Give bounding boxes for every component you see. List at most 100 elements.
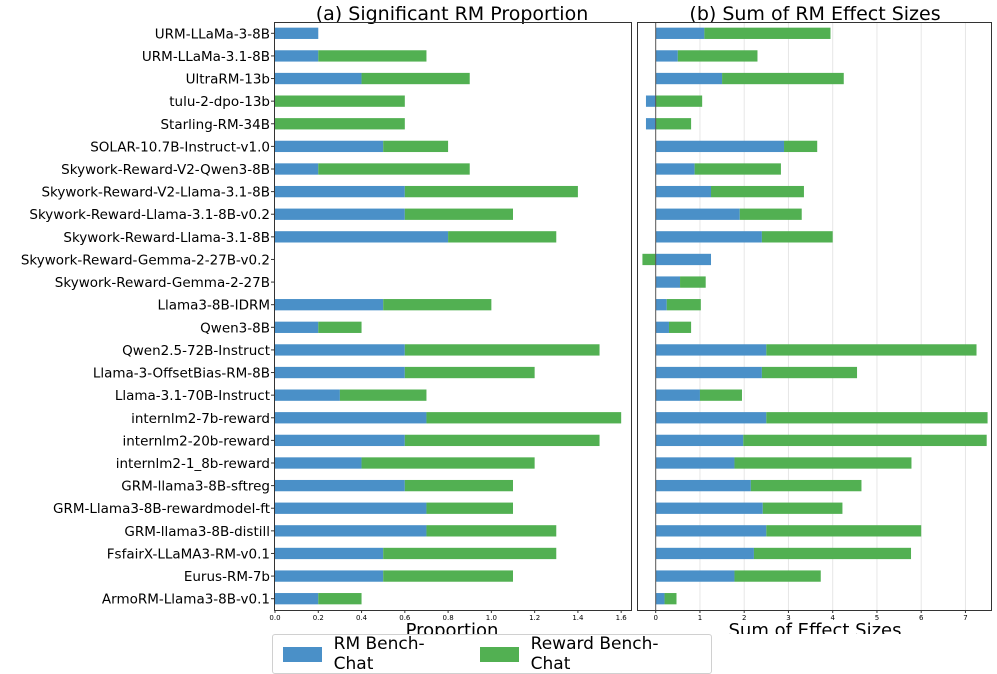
bar-reward-bench-chat <box>404 366 535 379</box>
bar-reward-bench-chat <box>655 118 692 130</box>
bar-reward-bench-chat <box>694 163 781 175</box>
bar-rm-bench-chat <box>655 140 785 153</box>
bar-rm-bench-chat <box>275 163 319 175</box>
bar-rm-bench-chat <box>655 457 735 469</box>
bar-reward-bench-chat <box>404 479 513 492</box>
category-label: SOLAR-10.7B-Instruct-v1.0 <box>90 139 270 155</box>
bar-rm-bench-chat <box>275 570 384 582</box>
bar-reward-bench-chat <box>766 412 988 424</box>
bar-reward-bench-chat <box>761 366 858 379</box>
category-label: Skywork-Reward-Llama-3.1-8B <box>63 230 270 246</box>
category-label: tulu-2-dpo-13b <box>169 94 270 110</box>
bar-rm-bench-chat <box>655 479 751 492</box>
bar-rm-bench-chat <box>655 389 700 401</box>
bar-reward-bench-chat <box>383 547 557 560</box>
bar-rm-bench-chat <box>655 231 762 243</box>
bar-rm-bench-chat <box>655 72 723 85</box>
x-tick-label: 6 <box>919 614 924 622</box>
figure: (a) Significant RM Proportion URM-LLaMa-… <box>21 3 992 634</box>
bar-reward-bench-chat <box>766 344 977 356</box>
category-label: internlm2-1_8b-reward <box>116 456 270 472</box>
bar-rm-bench-chat <box>275 525 427 537</box>
category-label: Starling-RM-34B <box>160 117 270 133</box>
bar-rm-bench-chat <box>655 547 754 560</box>
bar-rm-bench-chat <box>655 208 740 220</box>
bar-reward-bench-chat <box>383 140 449 153</box>
category-label: FsfairX-LLaMA3-RM-v0.1 <box>107 546 270 562</box>
legend-label-reward: Reward Bench-Chat <box>530 634 659 674</box>
bar-rm-bench-chat <box>275 547 384 560</box>
left-x-ticks: 0.0 0.2 0.4 0.6 0.8 1.0 1.2 1.4 1.6 <box>269 610 627 622</box>
legend-swatch-reward <box>479 646 519 662</box>
x-tick-label: 0.0 <box>269 614 280 622</box>
bar-rm-bench-chat <box>655 163 695 175</box>
category-label: Skywork-Reward-Llama-3.1-8B-v0.2 <box>29 207 270 223</box>
category-label: Llama-3-OffsetBias-RM-8B <box>93 366 270 382</box>
category-label: URM-LLaMa-3-8B <box>155 26 270 42</box>
category-label: GRM-Llama3-8B-rewardmodel-ft <box>53 501 270 517</box>
category-label: Qwen2.5-72B-Instruct <box>122 343 270 359</box>
category-label: GRM-llama3-8B-distill <box>124 524 270 540</box>
bar-reward-bench-chat <box>704 27 831 39</box>
bar-reward-bench-chat <box>318 321 362 333</box>
category-label: GRM-llama3-8B-sftreg <box>121 479 270 495</box>
x-tick-label: 1 <box>698 614 702 622</box>
category-label: UltraRM-13b <box>186 72 270 88</box>
bar-rm-bench-chat <box>275 593 319 605</box>
bar-reward-bench-chat <box>318 50 427 62</box>
bar-rm-bench-chat <box>275 366 405 379</box>
bar-rm-bench-chat <box>655 366 762 379</box>
category-labels: URM-LLaMa-3-8B URM-LLaMa-3.1-8B UltraRM-13… <box>21 26 275 608</box>
bar-reward-bench-chat <box>784 140 818 153</box>
bar-rm-bench-chat <box>655 570 735 582</box>
bar-reward-bench-chat <box>426 502 513 514</box>
bar-reward-bench-chat <box>739 208 802 220</box>
bar-reward-bench-chat <box>666 299 701 311</box>
bar-rm-bench-chat <box>275 185 405 198</box>
bar-reward-bench-chat <box>275 118 405 130</box>
x-tick-label: 0.6 <box>399 614 411 622</box>
bar-reward-bench-chat <box>642 253 656 266</box>
x-tick-label: 1.0 <box>486 614 497 622</box>
category-label: Skywork-Reward-V2-Llama-3.1-8B <box>41 185 270 201</box>
bar-rm-bench-chat <box>655 525 767 537</box>
category-label: Skywork-Reward-Gemma-2-27B-v0.2 <box>21 252 270 268</box>
category-label: internlm2-20b-reward <box>122 433 270 449</box>
bar-reward-bench-chat <box>339 389 427 401</box>
bar-reward-bench-chat <box>361 72 470 85</box>
x-tick-label: 2 <box>742 614 746 622</box>
x-tick-label: 1.4 <box>572 614 584 622</box>
bar-reward-bench-chat <box>426 412 622 424</box>
bar-rm-bench-chat <box>655 321 669 333</box>
bar-rm-bench-chat <box>275 412 427 424</box>
x-tick-label: 4 <box>830 614 835 622</box>
bar-rm-bench-chat <box>655 502 763 514</box>
bar-reward-bench-chat <box>668 321 692 333</box>
bar-reward-bench-chat <box>722 72 844 85</box>
bar-rm-bench-chat <box>655 299 667 311</box>
bar-rm-bench-chat <box>275 502 427 514</box>
bar-reward-bench-chat <box>734 570 821 582</box>
bar-rm-bench-chat <box>275 208 405 220</box>
bar-rm-bench-chat <box>275 140 384 153</box>
right-x-ticks: 0 1 2 3 4 5 6 7 <box>653 610 968 622</box>
category-label: internlm2-7b-reward <box>131 411 270 427</box>
category-label: Qwen3-8B <box>200 320 270 336</box>
bar-reward-bench-chat <box>753 547 912 560</box>
left-chart-title: (a) Significant RM Proportion <box>316 3 589 25</box>
category-label: Llama-3.1-70B-Instruct <box>115 388 270 404</box>
panel-sum-of-rm-effect-sizes: (b) Sum of RM Effect Sizes 0 1 2 3 4 5 6 7 Sum … <box>637 3 992 634</box>
right-bars <box>642 22 988 610</box>
category-label: Skywork-Reward-V2-Qwen3-8B <box>61 162 270 178</box>
bar-rm-bench-chat <box>275 321 319 333</box>
bar-rm-bench-chat <box>275 457 362 469</box>
bar-rm-bench-chat <box>275 389 340 401</box>
legend: RM Bench-Chat Reward Bench-Chat <box>272 634 712 674</box>
category-label: Llama3-8B-IDRM <box>157 298 270 314</box>
bar-rm-bench-chat <box>275 231 449 243</box>
bar-reward-bench-chat <box>426 525 557 537</box>
bar-reward-bench-chat <box>680 276 706 288</box>
legend-item-reward-bench-chat: Reward Bench-Chat <box>479 634 685 674</box>
category-label: ArmoRM-Llama3-8B-v0.1 <box>102 592 270 608</box>
bar-reward-bench-chat <box>275 95 405 107</box>
